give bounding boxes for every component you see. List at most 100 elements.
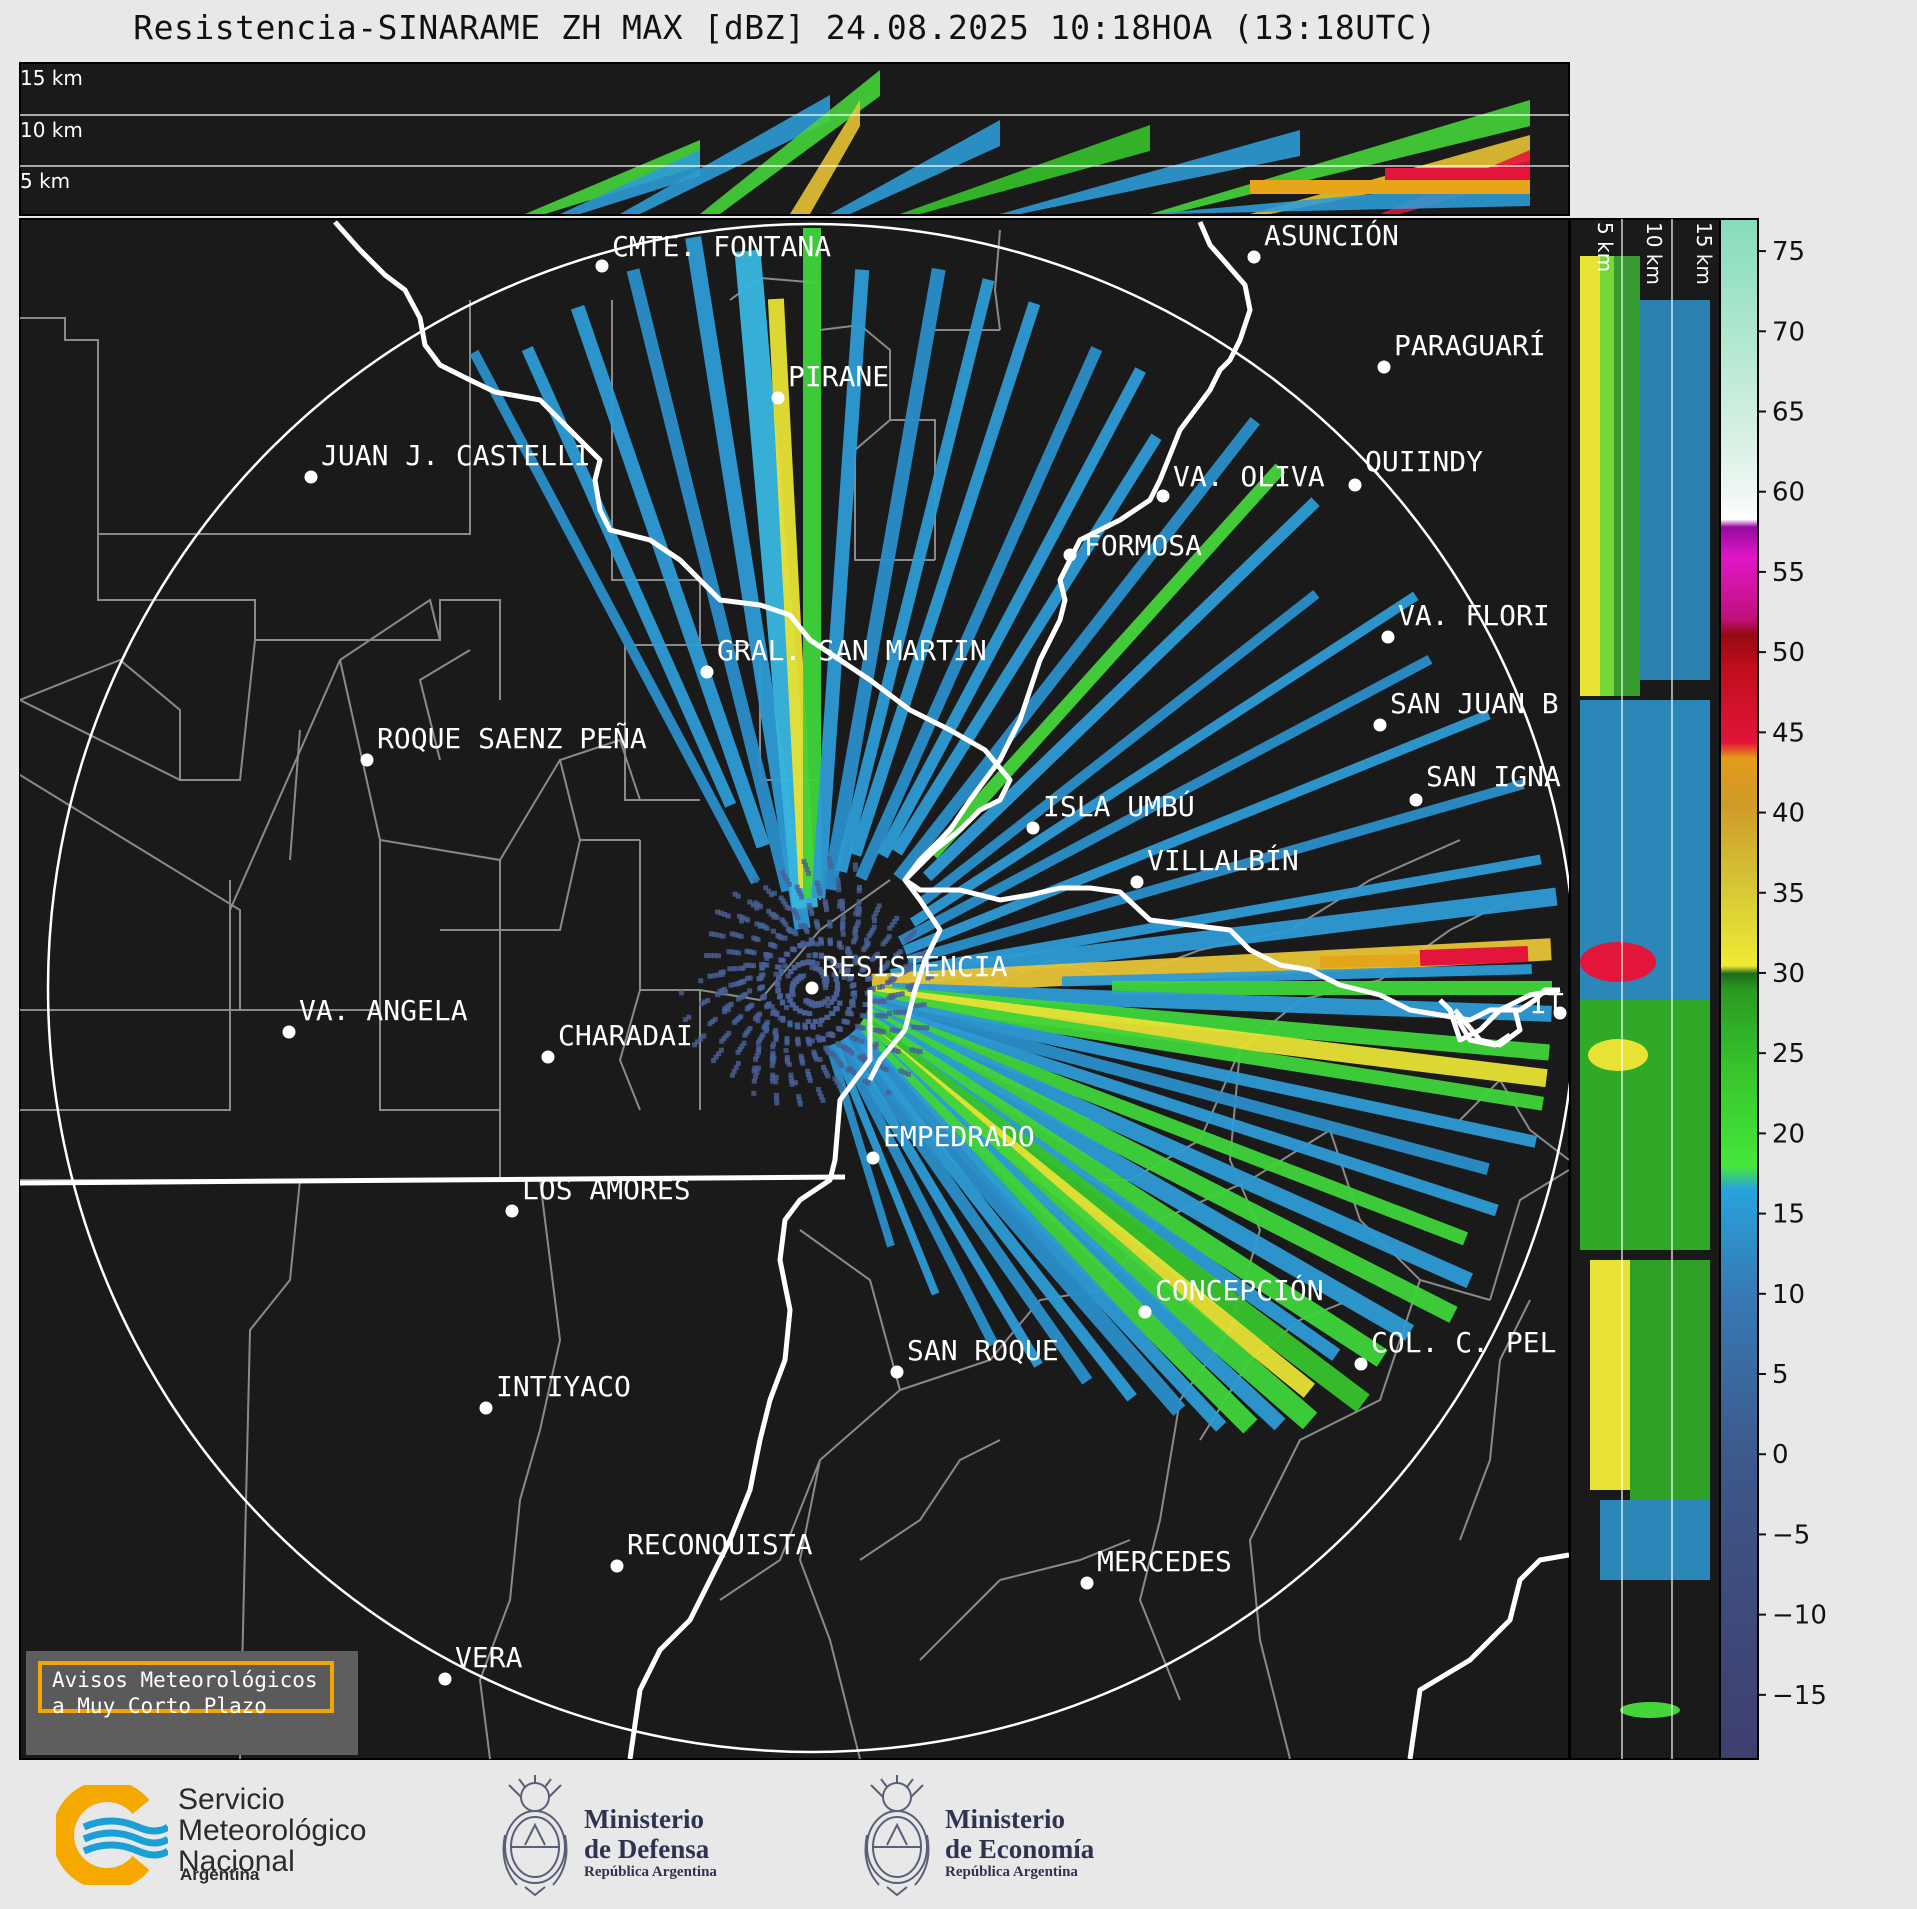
city-label: GRAL. SAN MARTIN <box>717 634 987 667</box>
city-label: SAN IGNA <box>1426 760 1561 793</box>
city-dot <box>890 1365 904 1379</box>
city-label: EMPEDRADO <box>883 1120 1035 1153</box>
city-marker: COL. C. PEL <box>1354 1326 1556 1371</box>
smn-line2: Meteorológico <box>178 1814 367 1847</box>
city-dot <box>1373 718 1387 732</box>
top-cross-section-panel: 15 km 10 km 5 km <box>19 62 1570 216</box>
rivers-and-borders <box>20 220 1569 1759</box>
city-label: PIRANE <box>788 360 889 393</box>
economia-line1: Ministerio <box>945 1804 1065 1834</box>
city-marker: FORMOSA <box>1063 529 1202 562</box>
city-marker: SAN ROQUE <box>890 1334 1059 1379</box>
colorbar-gradient <box>1719 218 1759 1760</box>
city-label: ISLA UMBÚ <box>1043 789 1195 823</box>
city-dot <box>771 391 785 405</box>
city-dot <box>360 753 374 767</box>
colorbar-tick-label: 5 <box>1772 1360 1789 1390</box>
city-label: QUIINDY <box>1365 445 1483 478</box>
city-marker: PARAGUARÍ <box>1377 328 1546 374</box>
city-label: RESISTENCIA <box>822 950 1008 983</box>
city-dot <box>1130 875 1144 889</box>
city-label: SAN ROQUE <box>907 1334 1059 1367</box>
city-dot <box>282 1025 296 1039</box>
city-marker: PIRANE <box>771 360 889 405</box>
city-label: CONCEPCIÓN <box>1155 1273 1324 1307</box>
colorbar-tick-label: 60 <box>1772 478 1805 508</box>
city-label: VILLALBÍN <box>1147 843 1299 877</box>
city-marker: LOS AMORES <box>505 1173 691 1218</box>
range-ring <box>46 222 1569 1754</box>
city-label: ROQUE SAENZ PEÑA <box>377 721 647 755</box>
defensa-line2: de Defensa <box>584 1834 710 1864</box>
city-label: RECONQUISTA <box>627 1528 813 1561</box>
city-marker: RECONQUISTA <box>610 1528 813 1573</box>
city-dot <box>1377 360 1391 374</box>
colorbar-tick-label: 15 <box>1772 1200 1805 1230</box>
city-label: LOS AMORES <box>522 1173 691 1206</box>
city-marker: ISLA UMBÚ <box>1026 789 1195 835</box>
city-marker: QUIINDY <box>1348 445 1483 492</box>
city-label: FORMOSA <box>1084 529 1202 562</box>
economia-line2: de Economía <box>945 1834 1095 1864</box>
smn-logo-icon <box>56 1785 168 1885</box>
side-cross-section-panel: 5 km 10 km 15 km <box>1569 218 1721 1760</box>
city-dot <box>505 1204 519 1218</box>
city-dot <box>1354 1357 1368 1371</box>
city-marker: VILLALBÍN <box>1130 843 1299 889</box>
colorbar-tick-label: 30 <box>1772 959 1805 989</box>
colorbar-tick-label: −5 <box>1772 1520 1810 1550</box>
colorbar-tick-label: 20 <box>1772 1119 1805 1149</box>
city-dot <box>304 470 318 484</box>
smn-logo-text: Servicio Meteorológico Nacional <box>178 1784 366 1877</box>
colorbar-tick-label: 55 <box>1772 558 1805 588</box>
top-height-label-10km: 10 km <box>20 118 83 142</box>
city-dot <box>866 1151 880 1165</box>
top-height-label-5km: 5 km <box>20 169 70 193</box>
city-marker: SAN IGNA <box>1409 760 1561 807</box>
main-map-panel: CMTE. FONTANA ASUNCIÓN PARAGUARÍ PIRANE JUAN… <box>19 218 1570 1760</box>
city-label: CMTE. FONTANA <box>612 230 831 263</box>
city-marker: VA. FLORI <box>1381 599 1550 644</box>
city-label: INTIYACO <box>496 1370 631 1403</box>
city-marker: VA. OLIVA <box>1156 460 1325 503</box>
smn-line1: Servicio <box>178 1783 285 1816</box>
city-marker: VA. ANGELA <box>282 994 468 1039</box>
city-marker: MERCEDES <box>1080 1545 1232 1590</box>
city-dot <box>700 665 714 679</box>
smn-logo-subtitle: Argentina <box>180 1865 260 1884</box>
city-dot <box>1026 821 1040 835</box>
city-label: ASUNCIÓN <box>1264 218 1399 252</box>
city-label: IT <box>1530 987 1564 1020</box>
side-height-label-5km: 5 km <box>1593 222 1617 272</box>
top-cross-section-echoes <box>525 70 1530 214</box>
colorbar-tick-label: 65 <box>1772 398 1805 428</box>
colorbar-tick-label: 0 <box>1772 1440 1789 1470</box>
city-label: VA. FLORI <box>1398 599 1550 632</box>
radar-echoes <box>469 228 1558 1434</box>
warning-box[interactable]: Avisos Meteorológicos a Muy Corto Plazo <box>38 1661 334 1718</box>
city-dot <box>1156 489 1170 503</box>
city-label: MERCEDES <box>1097 1545 1232 1578</box>
city-marker: CHARADAI <box>541 1019 693 1064</box>
colorbar-tick-label: 40 <box>1772 799 1805 829</box>
city-marker: INTIYACO <box>479 1370 631 1415</box>
economia-logo-text: Ministerio de Economía República Argenti… <box>945 1804 1094 1881</box>
city-dot <box>1553 1006 1567 1020</box>
top-height-label-15km: 15 km <box>20 66 83 90</box>
city-label: JUAN J. CASTELLI <box>321 439 591 472</box>
coat-of-arms-icon <box>864 1775 930 1897</box>
colorbar-tick-label: −10 <box>1772 1601 1827 1631</box>
defensa-logo-text: Ministerio de Defensa República Argentin… <box>584 1804 717 1881</box>
city-marker: GRAL. SAN MARTIN <box>700 634 987 679</box>
city-label: VA. OLIVA <box>1173 460 1325 493</box>
city-dot <box>1348 478 1362 492</box>
defensa-sub: República Argentina <box>584 1864 717 1880</box>
city-marker: CONCEPCIÓN <box>1138 1273 1324 1319</box>
city-labels: CMTE. FONTANA ASUNCIÓN PARAGUARÍ PIRANE JUAN… <box>282 218 1567 1686</box>
city-dot <box>1138 1305 1152 1319</box>
city-marker: VERA <box>438 1641 523 1686</box>
colorbar-tick-label: 50 <box>1772 638 1805 668</box>
coat-of-arms-icon <box>502 1775 568 1897</box>
